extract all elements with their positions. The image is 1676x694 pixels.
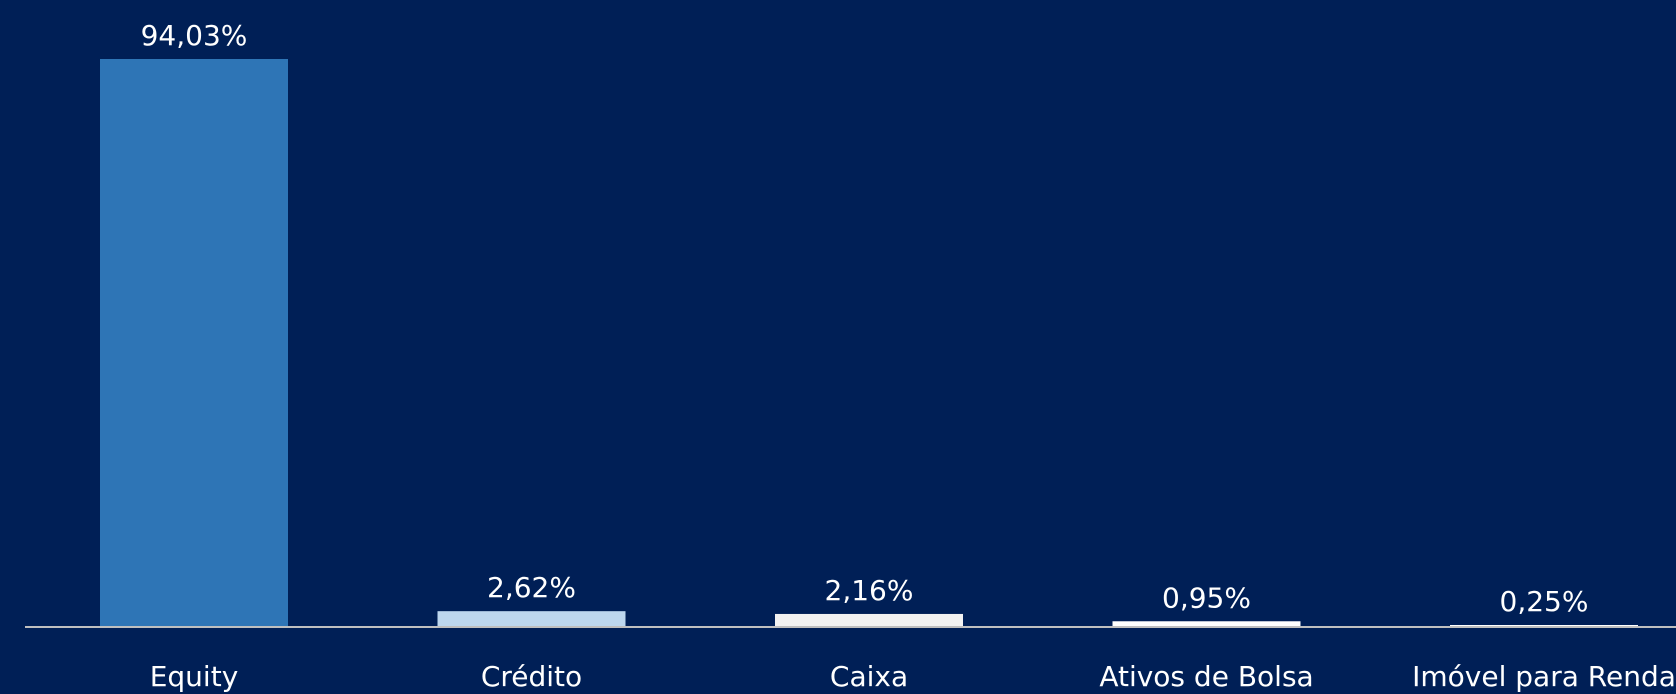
data-label-credito: 2,62% [487,571,576,604]
category-label-caixa: Caixa [830,660,908,693]
data-label-caixa: 2,16% [825,574,914,607]
bars-layer [100,59,1638,627]
category-label-ativos-de-bolsa: Ativos de Bolsa [1099,660,1313,693]
bar-ativos-de-bolsa [1112,621,1301,627]
category-label-equity: Equity [150,660,239,693]
bar-caixa [775,613,963,627]
data-label-imovel-para-renda: 0,25% [1500,585,1589,618]
category-label-credito: Crédito [481,660,582,693]
category-label-imovel-para-renda: Imóvel para Renda [1412,660,1676,693]
bar-credito [437,611,626,627]
data-label-ativos-de-bolsa: 0,95% [1162,581,1251,614]
labels-layer: 94,03% Equity 2,62% Crédito 2,16% Caixa 0,95% A… [141,19,1676,693]
data-label-equity: 94,03% [141,19,248,52]
bar-equity [100,59,288,627]
